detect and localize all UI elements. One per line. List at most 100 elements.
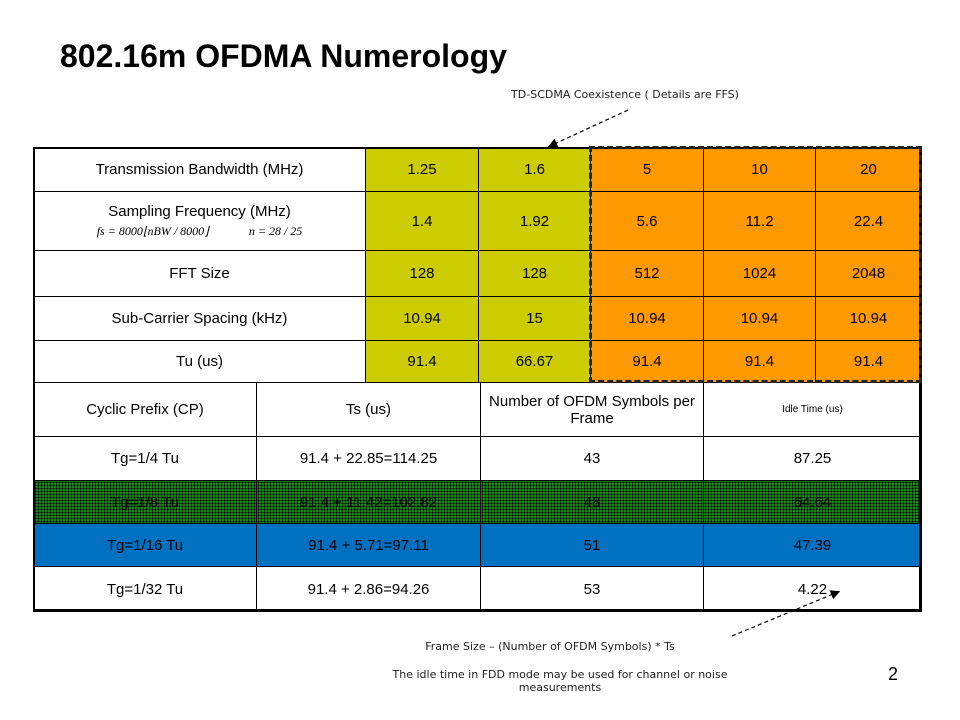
formula-part: fs = 8000⌊nBW / 8000⌋ bbox=[96, 224, 209, 238]
header-cell: Cyclic Prefix (CP) bbox=[33, 382, 257, 437]
header-text: Number of OFDM Symbols per Frame bbox=[489, 392, 695, 427]
table-cell: 1.92 bbox=[478, 191, 591, 251]
cell-text: 48 bbox=[583, 493, 601, 511]
table-cell: 5 bbox=[590, 147, 704, 192]
header-text: Cyclic Prefix (CP) bbox=[86, 401, 204, 418]
page-number: 2 bbox=[888, 664, 899, 684]
cell-text: 1.6 bbox=[524, 161, 545, 178]
row-label-text: Tu (us) bbox=[176, 353, 223, 370]
cell-text: 91.4 + 22.85=114.25 bbox=[299, 450, 438, 467]
table-cell: Tg=1/4 Tu bbox=[33, 436, 257, 481]
table-cell: 1024 bbox=[703, 250, 816, 297]
table-cell: 91.4 + 2.86=94.26 bbox=[256, 566, 481, 612]
table-cell: 51 bbox=[480, 523, 704, 567]
cell-text: 47.39 bbox=[793, 536, 832, 554]
header-cell: Ts (us) bbox=[256, 382, 481, 437]
cell-text: 5 bbox=[642, 161, 652, 178]
annotation: Frame Size – (Number of OFDM Symbols) * … bbox=[425, 640, 675, 653]
row-label-text: Sampling Frequency (MHz) bbox=[108, 203, 291, 220]
cell-text: 91.4 bbox=[744, 353, 775, 370]
row-label-text: FFT Size bbox=[169, 265, 230, 282]
table-cell: 15 bbox=[478, 296, 591, 341]
cell-text: Tg=1/32 Tu bbox=[106, 580, 184, 598]
table-cell: 87.25 bbox=[703, 436, 922, 481]
cell-text: 4.22 bbox=[797, 580, 828, 598]
row-label: Sampling Frequency (MHz) fs = 8000⌊nBW / … bbox=[33, 191, 366, 251]
formula-part: n = 28 / 25 bbox=[248, 224, 303, 238]
table-cell: 66.67 bbox=[478, 340, 591, 383]
table-cell: Tg=1/8 Tu bbox=[33, 480, 257, 524]
table-cell: Tg=1/32 Tu bbox=[33, 566, 257, 612]
table-cell: 128 bbox=[478, 250, 591, 297]
cell-text: 91.4 + 11.42=102.82 bbox=[299, 493, 438, 511]
row-label-text: Sub-Carrier Spacing (kHz) bbox=[111, 310, 288, 327]
cell-text: 2048 bbox=[851, 265, 886, 282]
cell-text: 512 bbox=[634, 265, 660, 282]
cell-text: 43 bbox=[583, 450, 601, 467]
table-cell: 5.6 bbox=[590, 191, 704, 251]
table-cell: 53 bbox=[480, 566, 704, 612]
cell-text: Tg=1/16 Tu bbox=[106, 536, 184, 554]
table-cell: 1.6 bbox=[478, 147, 591, 192]
table-cell: 4.22 bbox=[703, 566, 922, 612]
table-cell: 22.4 bbox=[815, 191, 922, 251]
table-cell: 10.94 bbox=[365, 296, 479, 341]
cell-text: 10.94 bbox=[740, 310, 779, 327]
row-label: Transmission Bandwidth (MHz) bbox=[33, 147, 366, 192]
cell-text: 10.94 bbox=[628, 310, 666, 327]
table-cell: 91.4 bbox=[365, 340, 479, 383]
cell-text: 15 bbox=[526, 310, 543, 327]
cell-text: 128 bbox=[521, 265, 548, 282]
table-cell: 91.4 bbox=[590, 340, 704, 383]
cell-text: 11.2 bbox=[745, 212, 774, 230]
table-cell: 10.94 bbox=[815, 296, 922, 341]
table-cell: 1.4 bbox=[365, 191, 479, 251]
cell-text: 91.4 bbox=[407, 353, 437, 370]
cell-text: 91.4 bbox=[632, 353, 662, 370]
cell-text: 1.92 bbox=[519, 212, 550, 230]
annotation: TD-SCDMA Coexistence ( Details are FFS) bbox=[511, 88, 739, 101]
table-cell: 91.4 bbox=[703, 340, 816, 383]
cell-text: 53 bbox=[583, 580, 601, 598]
row-label: Tu (us) bbox=[33, 340, 366, 383]
formula: fs = 8000⌊nBW / 8000⌋ n = 28 / 25 bbox=[97, 224, 303, 239]
cell-text: 66.67 bbox=[515, 353, 554, 370]
table-cell: 10 bbox=[703, 147, 816, 192]
table-cell: 64.64 bbox=[703, 480, 922, 524]
cell-text: 10.94 bbox=[849, 310, 888, 327]
cell-text: 91.4 + 2.86=94.26 bbox=[307, 580, 430, 598]
table-cell: 10.94 bbox=[703, 296, 816, 341]
arrow bbox=[547, 109, 629, 148]
annotation: The idle time in FDD mode may be used fo… bbox=[392, 668, 728, 694]
header-text: Idle Time (us) bbox=[782, 404, 843, 415]
table-cell: 11.2 bbox=[703, 191, 816, 251]
cell-text: 87.25 bbox=[793, 450, 832, 467]
cell-text: 10.94 bbox=[403, 310, 441, 327]
table-cell: 47.39 bbox=[703, 523, 922, 567]
table-cell: 48 bbox=[480, 480, 704, 524]
cell-text: Tg=1/4 Tu bbox=[111, 450, 179, 467]
table-cell: Tg=1/16 Tu bbox=[33, 523, 257, 567]
table-cell: 20 bbox=[815, 147, 922, 192]
table-cell: 2048 bbox=[815, 250, 922, 297]
cell-text: 1.25 bbox=[407, 161, 437, 178]
row-label: FFT Size bbox=[33, 250, 366, 297]
header-cell: Idle Time (us) bbox=[703, 382, 922, 437]
table-cell: 10.94 bbox=[590, 296, 704, 341]
cell-text: 1024 bbox=[742, 265, 777, 282]
table-cell: 91.4 + 11.42=102.82 bbox=[256, 480, 481, 524]
row-label-text: Transmission Bandwidth (MHz) bbox=[95, 161, 304, 178]
cell-text: 20 bbox=[860, 161, 877, 178]
cell-text: 91.4 bbox=[853, 353, 884, 370]
header-text: Ts (us) bbox=[346, 401, 391, 418]
slide-title: 802.16m OFDMA Numerology bbox=[60, 38, 507, 74]
table-cell: 128 bbox=[365, 250, 479, 297]
table-cell: 1.25 bbox=[365, 147, 479, 192]
cell-text: 128 bbox=[409, 265, 435, 282]
cell-text: 51 bbox=[583, 536, 601, 554]
cell-text: 91.4 + 5.71=97.11 bbox=[308, 536, 429, 554]
cell-text: 10 bbox=[751, 161, 768, 178]
cell-text: 5.6 bbox=[636, 212, 658, 230]
header-cell: Number of OFDM Symbols per Frame bbox=[480, 382, 704, 437]
